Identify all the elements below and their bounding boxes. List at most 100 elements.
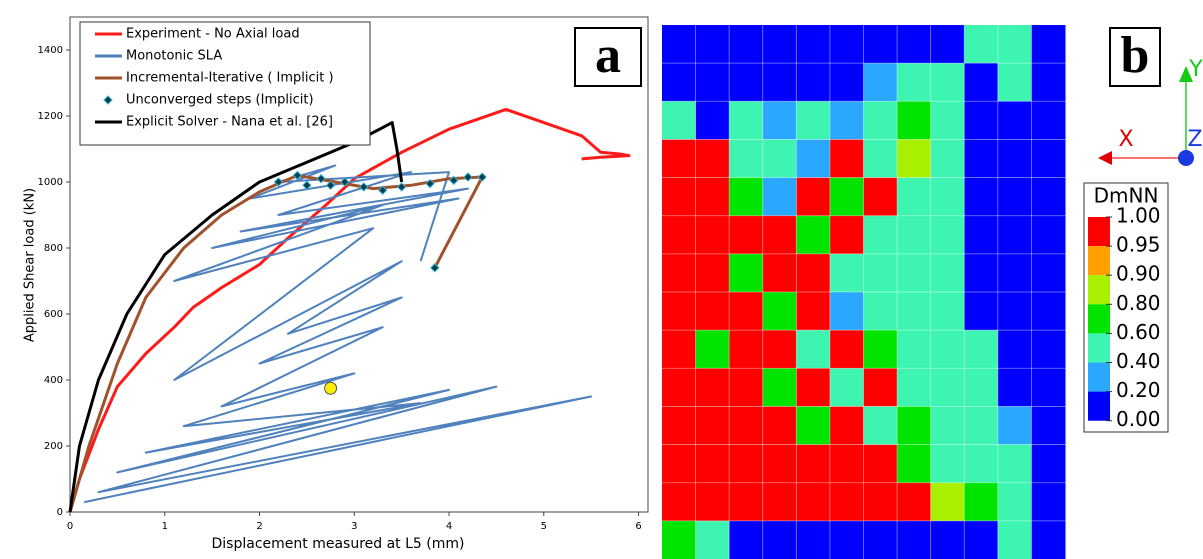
y-tick-label: 1000 <box>38 177 63 188</box>
marker <box>396 182 407 192</box>
cell <box>964 177 999 217</box>
cell <box>762 406 797 446</box>
series-line <box>84 164 593 504</box>
y-tick-label: 400 <box>44 375 63 386</box>
colorbar-band <box>1088 333 1110 363</box>
cell <box>695 63 730 102</box>
cell <box>762 292 797 331</box>
cell <box>829 520 864 559</box>
marker <box>316 173 326 184</box>
cell <box>897 215 932 255</box>
panel-label-box <box>574 27 642 87</box>
marker <box>292 170 303 181</box>
cell <box>863 444 898 484</box>
cell <box>829 177 864 217</box>
cell <box>964 25 999 64</box>
cell <box>897 292 932 331</box>
x-tick-label: 2 <box>256 521 262 532</box>
cell <box>762 63 797 102</box>
colorbar-label: 0.40 <box>1116 349 1161 373</box>
x-tick-label: 6 <box>635 521 641 532</box>
x-tick-label: 5 <box>541 521 547 532</box>
colorbar-band <box>1088 391 1110 421</box>
cell <box>997 63 1032 102</box>
cell <box>897 368 932 407</box>
cell <box>997 101 1032 140</box>
cell <box>695 25 730 64</box>
cell <box>930 25 965 64</box>
cell <box>729 253 764 293</box>
cell <box>1031 25 1066 64</box>
cell <box>695 406 730 446</box>
cell <box>762 520 797 559</box>
cell <box>863 406 898 446</box>
cell <box>662 330 697 369</box>
highlight-point <box>324 381 338 395</box>
cell <box>997 368 1032 407</box>
cell <box>863 292 898 331</box>
cell <box>796 444 831 484</box>
cell <box>762 177 797 217</box>
cell <box>930 101 965 140</box>
cell <box>796 292 831 331</box>
cell <box>662 444 697 484</box>
cell <box>964 406 999 446</box>
cell <box>729 330 764 369</box>
z-axis-dot <box>1178 150 1194 166</box>
cell <box>662 215 697 255</box>
legend-label: Monotonic SLA <box>126 49 222 64</box>
cell <box>762 482 797 522</box>
cell <box>1031 139 1066 179</box>
cell <box>829 215 864 255</box>
colorbar-label: 0.60 <box>1116 320 1161 344</box>
cell <box>964 482 999 522</box>
cell <box>829 63 864 102</box>
cell <box>729 177 764 217</box>
y-tick-label: 200 <box>44 441 63 452</box>
cell <box>695 482 730 522</box>
cell <box>729 368 764 407</box>
cell <box>1031 406 1066 446</box>
cell <box>863 177 898 217</box>
y-tick-label: 800 <box>44 243 63 254</box>
cell <box>1031 368 1066 407</box>
cell <box>1031 292 1066 331</box>
cell <box>897 482 932 522</box>
cell <box>829 330 864 369</box>
cell <box>729 520 764 559</box>
series-line <box>68 107 631 513</box>
colorbar-band <box>1088 275 1110 305</box>
x-tick-label: 3 <box>351 521 357 532</box>
cell <box>897 330 932 369</box>
cell <box>695 139 730 179</box>
cell <box>1031 330 1066 369</box>
cell <box>897 63 932 102</box>
cell <box>695 215 730 255</box>
marker <box>477 172 487 182</box>
cell <box>829 368 864 407</box>
y-tick-label: 0 <box>57 507 63 518</box>
cell <box>930 215 965 255</box>
panel-label-box <box>1109 27 1161 87</box>
cell <box>662 101 697 140</box>
cell <box>829 253 864 293</box>
colorbar-label: 1.00 <box>1116 204 1161 228</box>
cell <box>1031 177 1066 217</box>
panel-label: a <box>595 27 621 84</box>
marker <box>325 180 336 191</box>
cell <box>762 25 797 64</box>
cell <box>762 330 797 369</box>
cell <box>964 444 999 484</box>
cell <box>729 139 764 179</box>
x-tick-label: 4 <box>446 521 452 532</box>
cell <box>762 139 797 179</box>
cell <box>964 368 999 407</box>
marker <box>302 180 312 191</box>
cell <box>964 292 999 331</box>
cell <box>997 292 1032 331</box>
cell <box>964 63 999 102</box>
marker <box>377 185 388 195</box>
cell <box>796 177 831 217</box>
cell <box>930 292 965 331</box>
